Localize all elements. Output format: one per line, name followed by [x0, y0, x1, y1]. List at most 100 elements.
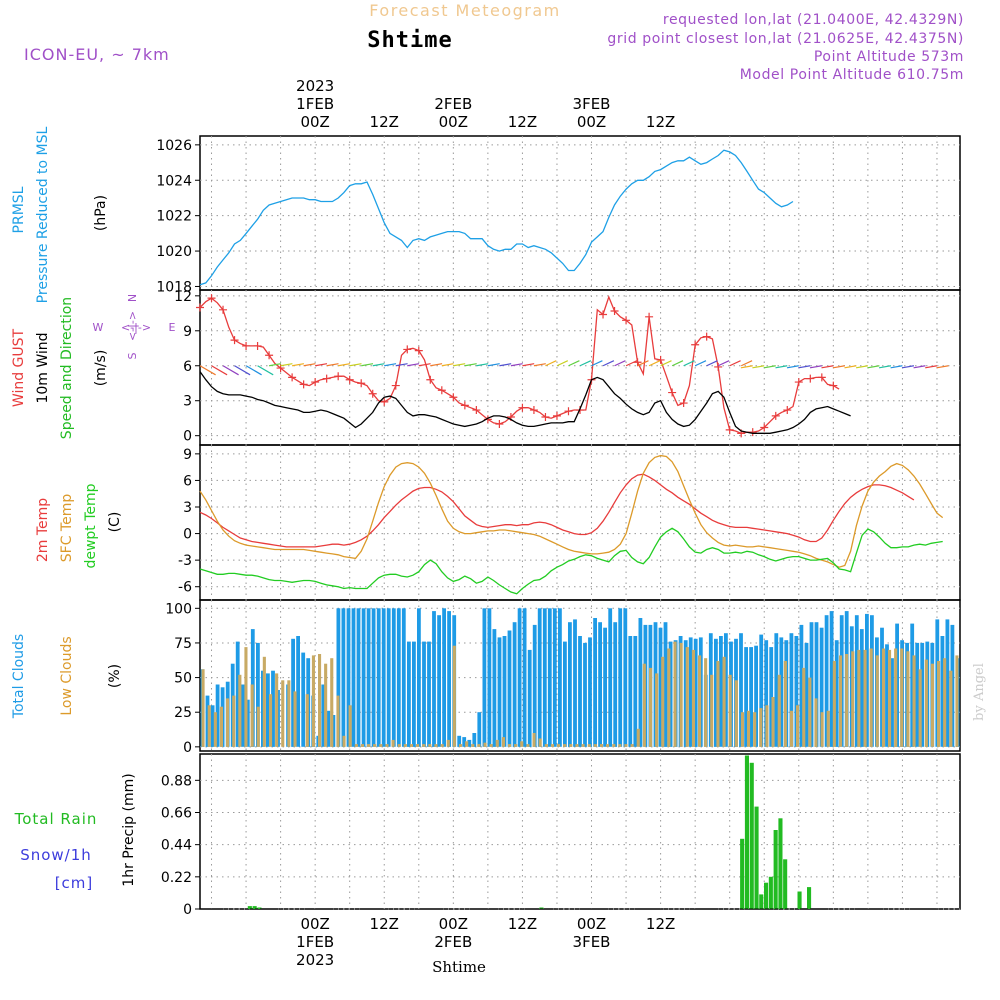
total-clouds-bar: [613, 622, 618, 747]
total-clouds-bar: [482, 608, 487, 747]
low-clouds-bar: [428, 744, 432, 747]
time-tick-label: 2023: [296, 951, 334, 969]
wind-arrow: [257, 365, 274, 376]
total-clouds-bar: [502, 636, 507, 747]
y-tick-label: 1020: [156, 244, 192, 260]
low-clouds-bar: [422, 744, 426, 747]
total-clouds-bar: [563, 641, 567, 747]
total-clouds-bar: [492, 629, 497, 747]
low-clouds-bar: [538, 738, 542, 747]
total-clouds-bar: [366, 608, 371, 747]
sfc-temp-label: SFC Temp: [59, 494, 75, 563]
low-clouds-bar: [949, 670, 953, 747]
low-clouds-bar: [275, 673, 279, 747]
compass-ns: <-|->: [126, 311, 139, 341]
total-clouds-bar: [608, 608, 613, 747]
y-tick-label: 0.88: [161, 773, 192, 789]
total-clouds-bar: [296, 636, 300, 747]
location-title: Shtime: [367, 28, 452, 53]
total-clouds-bar: [240, 684, 245, 747]
time-tick-label: 1FEB: [296, 933, 334, 951]
y-tick-label: 1018: [156, 279, 192, 295]
total-clouds-bar: [210, 705, 215, 747]
rain-bar: [807, 887, 812, 909]
low-clouds-bar: [459, 744, 463, 747]
y-tick-label: 75: [174, 636, 192, 652]
temp-label: 2m Temp: [35, 498, 51, 562]
y-tick-label: 0: [183, 429, 192, 445]
total-clouds-bar: [447, 611, 451, 747]
total-clouds-bar: [291, 638, 295, 747]
low-clouds-bar: [532, 733, 536, 747]
time-tick-label: 2FEB: [434, 95, 472, 113]
time-tick-label: 00Z: [577, 113, 606, 131]
low-clouds-bar: [219, 706, 223, 747]
low-clouds-bar: [483, 742, 487, 747]
total-clouds-bar: [945, 619, 950, 747]
low-clouds-bar: [924, 659, 928, 747]
total-clouds-bar: [417, 608, 421, 747]
gust-marker: [334, 372, 343, 381]
low-clouds-bar: [201, 669, 205, 747]
total-clouds-bar: [920, 642, 925, 747]
total-clouds-bar: [714, 638, 718, 747]
wind-dir-label: Speed and Direction: [59, 297, 75, 439]
low-clouds-label: Low Clouds: [59, 636, 75, 715]
total-clouds-bar: [769, 647, 774, 747]
low-clouds-bar: [287, 680, 291, 747]
y-tick-label: 6: [183, 473, 192, 489]
gust-marker: [299, 380, 308, 389]
low-clouds-bar: [557, 744, 561, 747]
gust-marker: [599, 310, 608, 319]
wind-arrow: [245, 365, 262, 376]
rain-bar: [252, 906, 257, 909]
wind-arrow: [602, 360, 615, 367]
low-clouds-bar: [262, 656, 266, 747]
low-clouds-bar: [207, 705, 211, 747]
model-altitude: Model Point Altitude 610.75m: [740, 67, 964, 83]
gust-marker: [253, 341, 262, 350]
wind-arrow: [556, 360, 569, 367]
total-clouds-bar: [542, 608, 547, 747]
wind-arrow: [349, 363, 362, 367]
low-clouds-bar: [514, 744, 518, 747]
wind-arrow: [809, 365, 822, 369]
wind-arrow: [395, 363, 408, 367]
wind-arrow: [303, 363, 316, 367]
rain-bar: [744, 755, 749, 909]
low-clouds-bar: [452, 645, 456, 747]
gust-marker: [426, 375, 435, 384]
low-clouds-bar: [814, 698, 818, 747]
gust-marker: [714, 362, 723, 371]
low-clouds-bar: [789, 710, 793, 747]
low-clouds-bar: [489, 744, 493, 747]
wind-arrow: [487, 363, 500, 367]
total-clouds-bar: [331, 715, 336, 747]
rain-bar: [768, 876, 773, 909]
gust-marker: [219, 305, 228, 314]
wind-arrow: [925, 365, 938, 369]
temperature-panel: [199, 444, 961, 601]
y-tick-label: 100: [165, 601, 192, 617]
gust-marker: [806, 374, 815, 383]
rain-bar: [778, 818, 783, 909]
low-clouds-bar: [618, 744, 622, 747]
low-clouds-bar: [704, 658, 708, 747]
total-clouds-bar: [754, 645, 758, 747]
total-clouds-bar: [814, 622, 819, 747]
header-title: Forecast Meteogram: [369, 1, 560, 20]
total-clouds-label: Total Clouds: [11, 634, 27, 719]
total-clouds-bar: [693, 638, 698, 747]
grid-lines: [195, 136, 960, 910]
gust-marker: [679, 399, 688, 408]
wind-arrow: [418, 363, 431, 367]
gust-marker: [529, 406, 538, 415]
compass-w: W: [93, 321, 104, 334]
prmsl-unit: (hPa): [93, 195, 109, 231]
wind-arrow: [453, 363, 466, 367]
total-clouds-bar: [235, 641, 240, 747]
footer-location: Shtime: [432, 958, 486, 976]
low-clouds-bar: [232, 695, 236, 747]
total-clouds-bar: [688, 637, 693, 747]
